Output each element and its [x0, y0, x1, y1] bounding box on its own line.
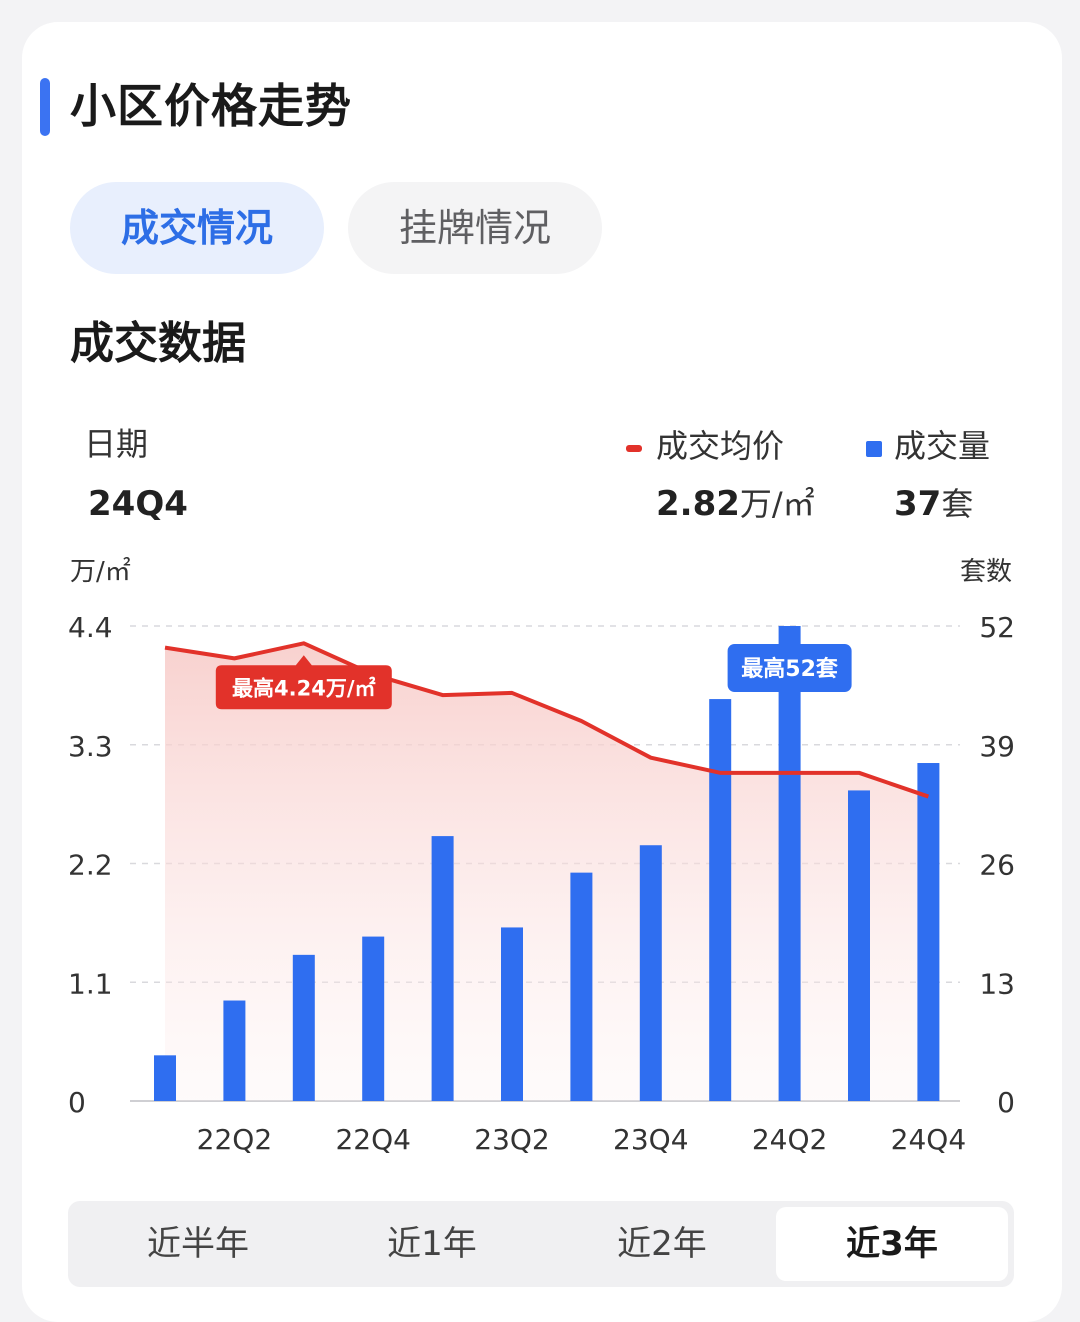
- date-label: 日期: [84, 425, 149, 463]
- right-tick-label: 26: [979, 849, 1015, 882]
- y-axis-ticks: 0 1.1 2.2 3.3 4.4 0 13 26 39 52: [68, 611, 1015, 1119]
- right-tick-label: 0: [997, 1086, 1015, 1119]
- right-tick-label: 39: [979, 730, 1015, 763]
- x-axis-ticks: 22Q2 22Q4 23Q2 23Q4 24Q2 24Q4: [197, 1123, 966, 1156]
- date-value: 24Q4: [88, 484, 188, 524]
- left-tick-label: 1.1: [68, 967, 113, 1000]
- volume-bar: [431, 836, 454, 1101]
- range-2-year[interactable]: 近2年: [617, 1224, 707, 1264]
- range-3-year[interactable]: 近3年: [776, 1207, 1008, 1281]
- volume-max-tooltip: [727, 644, 852, 692]
- volume-bar: [848, 790, 870, 1101]
- price-number: 2.82: [656, 484, 740, 524]
- price-max-tooltip: [215, 655, 392, 710]
- tab-transaction[interactable]: 成交情况: [70, 182, 324, 274]
- right-axis-unit: 套数: [960, 557, 1013, 587]
- page-title: 小区价格走势: [70, 79, 352, 133]
- x-tick-label: 24Q4: [891, 1123, 966, 1156]
- tab-listing[interactable]: 挂牌情况: [348, 182, 602, 274]
- x-tick-label: 22Q4: [335, 1123, 410, 1156]
- price-legend-marker: [626, 445, 642, 452]
- left-tick-label: 4.4: [68, 611, 113, 644]
- volume-bar: [501, 927, 523, 1101]
- price-line: [164, 641, 930, 799]
- volume-bar: [570, 872, 593, 1101]
- x-tick-label: 24Q2: [752, 1123, 827, 1156]
- subsection-title: 成交数据: [70, 318, 246, 369]
- x-tick-label: 23Q2: [474, 1123, 549, 1156]
- range-1-year[interactable]: 近1年: [387, 1224, 477, 1264]
- volume-max-label: 最高52套: [741, 656, 838, 682]
- range-half-year[interactable]: 近半年: [147, 1224, 249, 1264]
- price-area: [165, 643, 929, 1101]
- x-tick-label: 22Q2: [197, 1123, 272, 1156]
- volume-bar: [917, 763, 940, 1101]
- left-tick-label: 3.3: [68, 730, 113, 763]
- price-legend-label: 成交均价: [656, 427, 785, 465]
- left-tick-label: 2.2: [68, 849, 113, 882]
- x-tick-label: 23Q4: [613, 1123, 688, 1156]
- volume-legend-marker: [866, 441, 882, 457]
- volume-value: 37套: [894, 482, 973, 526]
- price-max-label: 最高4.24万/㎡: [232, 676, 375, 700]
- chart-annotations: 最高4.24万/㎡ 最高52套: [215, 644, 852, 710]
- title-accent-bar: [40, 78, 50, 136]
- right-tick-label: 13: [979, 967, 1015, 1000]
- volume-number: 37: [894, 484, 942, 524]
- left-tick-label: 0: [68, 1086, 86, 1119]
- volume-bars: [154, 626, 940, 1101]
- volume-bar: [154, 1055, 176, 1101]
- volume-bar: [709, 699, 732, 1101]
- volume-legend-label: 成交量: [894, 427, 991, 465]
- volume-unit: 套: [941, 485, 974, 523]
- volume-bar: [778, 626, 801, 1101]
- card-notch: [144, 28, 178, 50]
- volume-bar: [292, 954, 315, 1101]
- time-range-selector: 近半年 近1年 近2年 近3年: [68, 1201, 1014, 1287]
- volume-bar: [223, 1000, 246, 1101]
- volume-bar: [639, 845, 662, 1101]
- price-value: 2.82万/㎡: [656, 482, 815, 526]
- volume-bar: [362, 936, 385, 1101]
- right-tick-label: 52: [979, 611, 1015, 644]
- left-axis-unit: 万/㎡: [70, 557, 131, 587]
- price-unit: 万/㎡: [739, 485, 815, 523]
